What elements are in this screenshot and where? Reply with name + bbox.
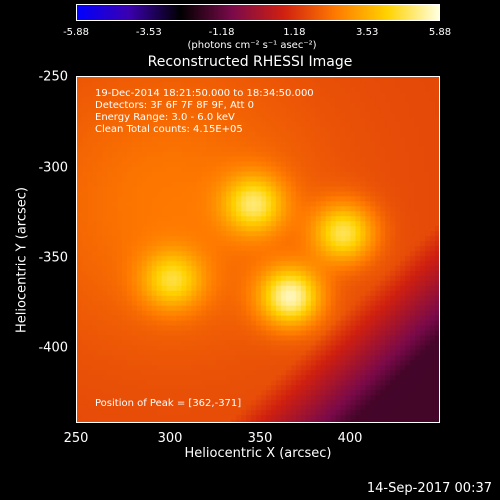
colorbar-tick: 1.18 <box>283 27 306 38</box>
colorbar-tick: -5.88 <box>63 27 89 38</box>
colorbar-tick: 3.53 <box>356 27 379 38</box>
x-tick-label: 350 <box>247 431 273 446</box>
colorbar-tick: -1.18 <box>208 27 235 38</box>
colorbar-tick: 5.88 <box>428 27 452 38</box>
x-tick-label: 300 <box>157 431 183 446</box>
y-tick-label: -250 <box>38 69 68 85</box>
x-axis-label: Heliocentric X (arcsec) <box>184 446 332 461</box>
chart-title: Reconstructed RHESSI Image <box>147 54 353 70</box>
annotation-peak-position: Position of Peak = [362,-371] <box>95 398 242 409</box>
colorbar-unit-label: (photons cm⁻² s⁻¹ asec⁻²) <box>187 40 317 51</box>
annotation-clean: Clean Total counts: 4.15E+05 <box>95 124 243 135</box>
annotation-detectors: Detectors: 3F 6F 7F 8F 9F, Att 0 <box>95 100 255 111</box>
y-tick-label: -300 <box>38 160 68 176</box>
y-tick-label: -400 <box>38 340 68 356</box>
y-tick-label: -350 <box>38 250 68 266</box>
colorbar-tick: -3.53 <box>135 27 162 38</box>
x-tick-label: 400 <box>337 431 363 446</box>
x-tick-label: 250 <box>63 431 89 446</box>
y-axis-label: Heliocentric Y (arcsec) <box>14 187 30 333</box>
heatmap-image <box>77 77 439 422</box>
colorbar-gradient <box>77 5 439 20</box>
colorbar <box>76 4 440 21</box>
annotation-time-range: 19-Dec-2014 18:21:50.000 to 18:34:50.000 <box>95 88 314 99</box>
heatmap-plot-area <box>76 76 440 423</box>
footer-timestamp: 14-Sep-2017 00:37 <box>366 481 492 496</box>
annotation-energy: Energy Range: 3.0 - 6.0 keV <box>95 112 235 123</box>
